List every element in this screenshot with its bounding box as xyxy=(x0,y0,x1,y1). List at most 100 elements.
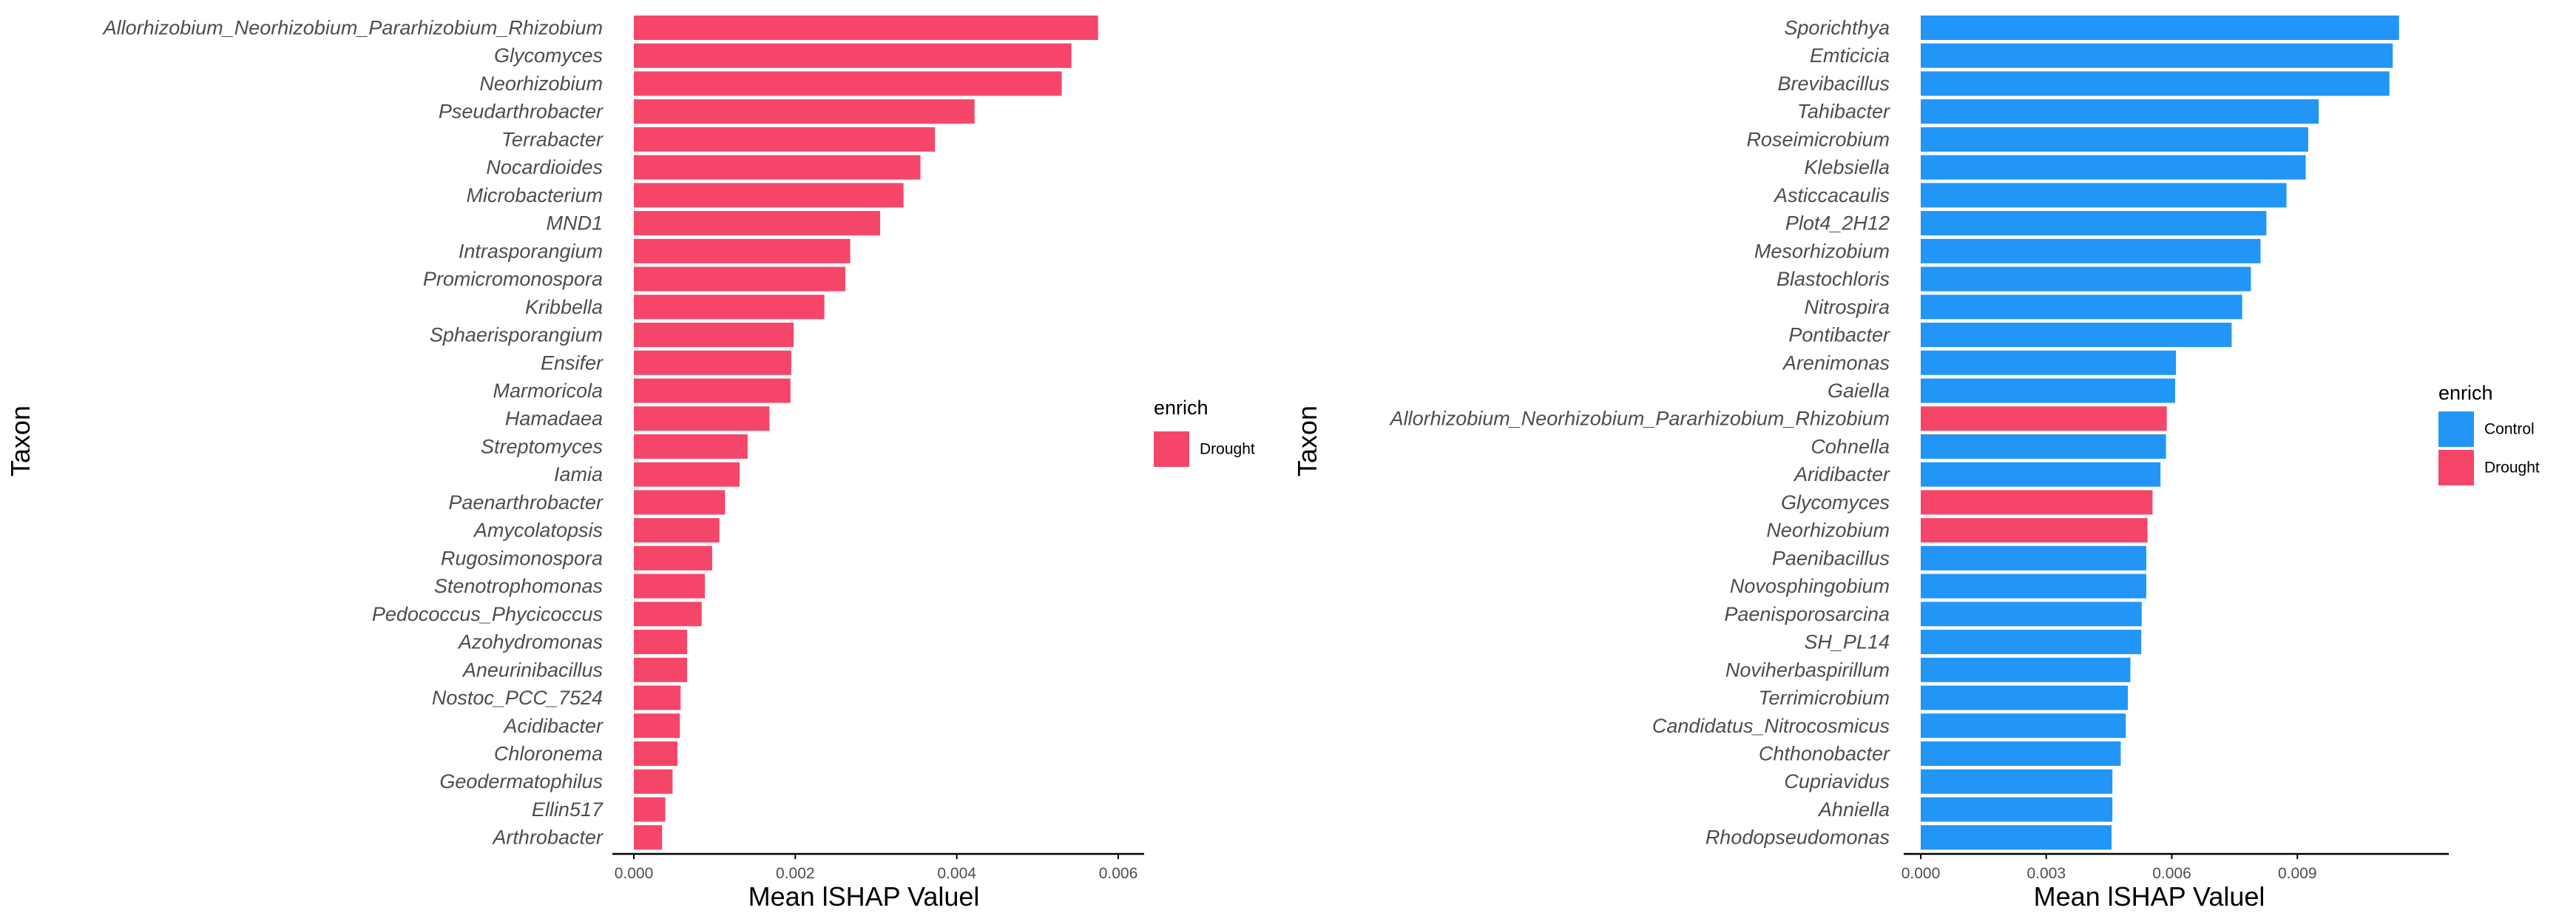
bar-ahniella xyxy=(1921,797,2113,822)
y-tick-label: Paenarthrobacter xyxy=(448,491,604,514)
bar-marmoricola xyxy=(634,378,791,403)
x-tick-label: 0.003 xyxy=(2026,865,2066,882)
bar-allorhizobium-neorhizobium-pararhizobium-rhizobium xyxy=(1921,406,2167,431)
bar-novosphingobium xyxy=(1921,573,2146,599)
y-tick-label: Paenisporosarcina xyxy=(1724,603,1890,625)
y-tick-label: Allorhizobium_Neorhizobium_Pararhizobium… xyxy=(1389,408,1890,430)
y-tick-label: Candidatus_Nitrocosmicus xyxy=(1652,715,1890,737)
y-tick-label: Hamadaea xyxy=(505,408,603,430)
legend-title: enrich xyxy=(1154,397,1208,419)
y-tick-label: Pedococcus_Phycicoccus xyxy=(372,603,603,625)
bar-pedococcus-phycicoccus xyxy=(634,602,702,627)
y-tick-label: Aridibacter xyxy=(1793,463,1890,485)
x-tick-label: 0.004 xyxy=(937,865,976,882)
y-tick-label: Tahibacter xyxy=(1797,101,1890,123)
bar-chthonobacter xyxy=(1921,741,2121,766)
bar-nostoc-pcc-7524 xyxy=(634,685,681,710)
y-tick-label: Gaiella xyxy=(1828,380,1890,402)
bar-ensifer xyxy=(634,350,791,375)
bar-cohnella xyxy=(1921,434,2166,459)
bar-chloronema xyxy=(634,741,677,766)
bar-sphaerisporangium xyxy=(634,323,794,348)
y-tick-label: Allorhizobium_Neorhizobium_Pararhizobium… xyxy=(102,17,603,39)
y-tick-label: Geodermatophilus xyxy=(439,770,603,793)
y-tick-label: Arenimonas xyxy=(1782,351,1890,374)
y-tick-label: Sphaerisporangium xyxy=(430,324,603,346)
bar-kribbella xyxy=(634,295,825,320)
bar-noviherbaspirillum xyxy=(1921,657,2131,682)
y-tick-label: Rugosimonospora xyxy=(441,547,603,569)
x-tick-label: 0.009 xyxy=(2278,865,2317,882)
y-tick-label: Paenibacillus xyxy=(1772,547,1890,569)
bar-paenibacillus xyxy=(1921,545,2146,571)
x-tick-label: 0.000 xyxy=(1901,865,1941,882)
control-drought-shap-panel: Sporichthya Emticicia Brevibacillus Tahibac… xyxy=(1292,16,2540,912)
bar-pontibacter xyxy=(1921,323,2232,348)
bar-emticicia xyxy=(1921,43,2393,68)
y-tick-label: Brevibacillus xyxy=(1777,73,1890,95)
y-tick-label: MND1 xyxy=(546,212,603,235)
y-tick-label: Neorhizobium xyxy=(1766,519,1890,542)
bar-iamia xyxy=(634,462,740,487)
bar-streptomyces xyxy=(634,434,748,459)
x-tick-label: 0.006 xyxy=(2152,865,2191,882)
y-tick-label: Glycomyces xyxy=(1781,491,1890,514)
y-tick-label: Asticcacaulis xyxy=(1773,184,1890,206)
bar-tahibacter xyxy=(1921,99,2319,124)
bar-ellin517 xyxy=(634,797,666,822)
bar-stenotrophomonas xyxy=(634,573,706,599)
legend-label-control: Control xyxy=(2484,421,2535,438)
bar-mnd1 xyxy=(634,211,880,236)
bar-intrasporangium xyxy=(634,238,851,263)
y-tick-label: Ellin517 xyxy=(532,798,604,821)
y-tick-label: Azohydromonas xyxy=(457,631,603,653)
y-tick-label: Nocardioides xyxy=(486,156,603,178)
bar-amycolatopsis xyxy=(634,518,720,543)
y-axis-title: Taxon xyxy=(5,406,36,477)
bar-pseudarthrobacter xyxy=(634,99,975,124)
bar-aridibacter xyxy=(1921,462,2161,487)
bar-blastochloris xyxy=(1921,266,2251,292)
bar-plot4-2h12 xyxy=(1921,211,2267,236)
bar-roseimicrobium xyxy=(1921,127,2308,152)
y-tick-label: Stenotrophomonas xyxy=(434,575,603,597)
bar-aneurinibacillus xyxy=(634,657,688,682)
bar-terrabacter xyxy=(634,127,936,152)
x-tick-label: 0.006 xyxy=(1099,865,1138,882)
y-tick-label: Iamia xyxy=(554,463,603,485)
bar-terrimicrobium xyxy=(1921,685,2129,710)
y-tick-label: Roseimicrobium xyxy=(1746,128,1890,150)
y-tick-label: Streptomyces xyxy=(481,435,603,457)
y-tick-label: Emticicia xyxy=(1810,44,1890,67)
bar-nitrospira xyxy=(1921,295,2242,320)
y-tick-label: Nostoc_PCC_7524 xyxy=(432,687,603,709)
y-tick-label: Intrasporangium xyxy=(459,240,603,262)
x-axis-title: Mean lSHAP Valuel xyxy=(2034,881,2265,912)
y-tick-label: Amycolatopsis xyxy=(473,519,603,542)
y-tick-label: Klebsiella xyxy=(1804,156,1890,178)
bar-klebsiella xyxy=(1921,155,2306,180)
y-tick-label: Sporichthya xyxy=(1784,17,1890,39)
y-tick-label: Cohnella xyxy=(1811,435,1890,457)
y-tick-label: Neorhizobium xyxy=(479,73,603,95)
bar-asticcacaulis xyxy=(1921,183,2287,208)
y-tick-label: Aneurinibacillus xyxy=(462,659,603,681)
bar-arenimonas xyxy=(1921,350,2177,375)
bar-promicromonospora xyxy=(634,266,846,292)
bar-neorhizobium xyxy=(634,71,1062,96)
y-tick-label: Terrimicrobium xyxy=(1758,687,1890,709)
y-axis-title: Taxon xyxy=(1292,406,1322,477)
x-tick-label: 0.002 xyxy=(776,865,815,882)
y-tick-label: Blastochloris xyxy=(1777,268,1890,290)
y-tick-label: Acidibacter xyxy=(502,715,604,737)
bar-paenarthrobacter xyxy=(634,490,726,515)
bar-candidatus-nitrocosmicus xyxy=(1921,713,2126,738)
y-tick-label: Arthrobacter xyxy=(491,827,604,849)
bar-gaiella xyxy=(1921,378,2176,403)
y-tick-label: Noviherbaspirillum xyxy=(1725,659,1890,681)
y-tick-label: Mesorhizobium xyxy=(1754,240,1890,262)
bar-allorhizobium-neorhizobium-pararhizobium-rhizobium xyxy=(634,16,1098,40)
x-axis-title: Mean lSHAP Valuel xyxy=(748,881,980,912)
y-tick-label: Marmoricola xyxy=(493,380,603,402)
